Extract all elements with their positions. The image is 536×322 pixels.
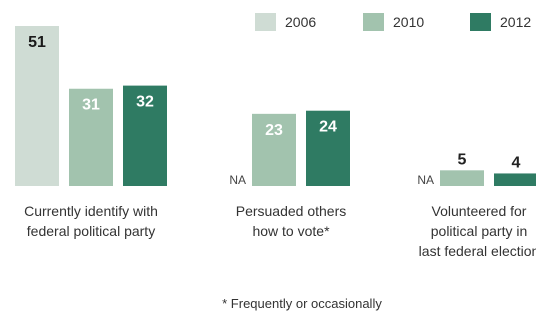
- bar-2010: [440, 170, 484, 186]
- legend-label: 2010: [393, 14, 424, 30]
- category-label-line: federal political party: [27, 223, 155, 239]
- na-label: NA: [417, 173, 434, 187]
- value-label: 24: [319, 119, 337, 136]
- category-label-line: Volunteered for: [432, 203, 527, 219]
- value-label: 32: [136, 94, 154, 111]
- bar-2010: [69, 88, 113, 186]
- footnote: * Frequently or occasionally: [222, 296, 382, 311]
- category-label-line: political party in: [431, 223, 528, 239]
- value-label: 4: [512, 154, 521, 171]
- value-label: 23: [265, 122, 283, 139]
- bar-2010: [252, 113, 296, 186]
- category-label: Persuaded others how to vote*: [236, 203, 347, 239]
- category-label: Currently identify with federal political…: [24, 203, 158, 239]
- legend-label: 2012: [500, 14, 531, 30]
- legend-swatch-2012: [470, 13, 491, 31]
- category-labels: Currently identify with federal political…: [24, 203, 536, 259]
- bar-2012: [306, 110, 350, 186]
- value-label: 51: [28, 34, 46, 51]
- legend: 2006 2010 2012: [255, 13, 531, 31]
- bar-2012: [123, 85, 167, 186]
- value-labels: 51 31 32 NA 23 24 NA 5 4: [28, 34, 520, 187]
- value-label: 5: [458, 151, 467, 168]
- category-label-line: last federal election: [419, 243, 536, 259]
- category-label: Volunteered for political party in last fe…: [419, 203, 536, 259]
- bar-2006: [15, 26, 59, 186]
- bars: [15, 26, 536, 186]
- category-label-line: how to vote*: [252, 223, 330, 239]
- category-label-line: Currently identify with: [24, 203, 158, 219]
- legend-swatch-2010: [363, 13, 384, 31]
- na-label: NA: [229, 173, 246, 187]
- legend-label: 2006: [285, 14, 316, 30]
- legend-swatch-2006: [255, 13, 276, 31]
- category-label-line: Persuaded others: [236, 203, 347, 219]
- bar-2012: [494, 173, 536, 186]
- value-label: 31: [82, 97, 100, 114]
